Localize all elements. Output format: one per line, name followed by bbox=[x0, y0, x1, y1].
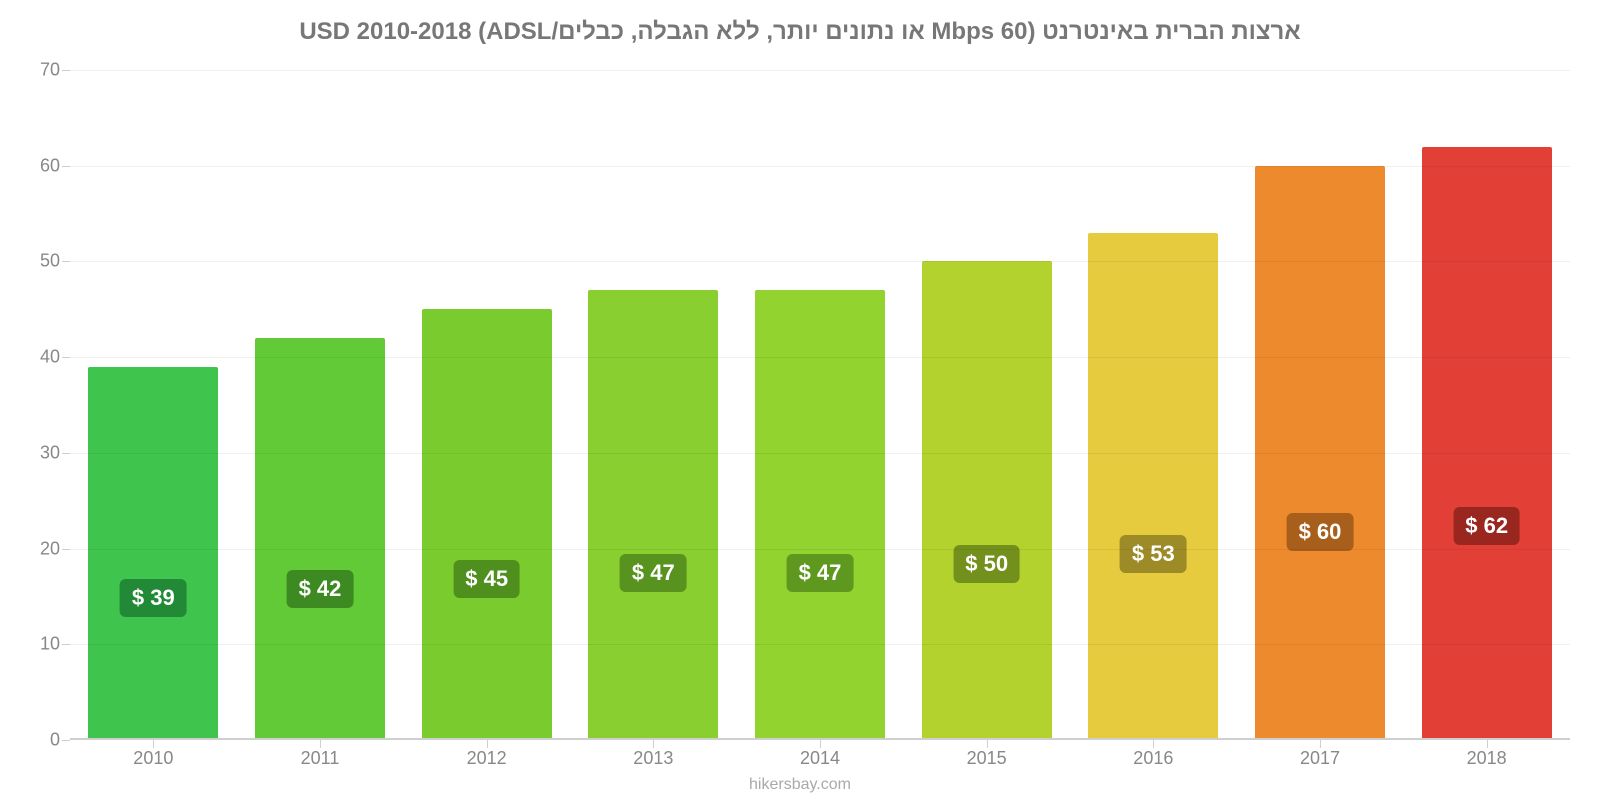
y-axis-label: 0 bbox=[50, 730, 60, 751]
bar-value-badge: $ 47 bbox=[787, 554, 854, 592]
y-tick bbox=[62, 357, 70, 358]
bar: $ 42 bbox=[255, 338, 385, 740]
grid-line bbox=[70, 70, 1570, 71]
bar-value-badge: $ 45 bbox=[453, 560, 520, 598]
bar-value-badge: $ 42 bbox=[287, 570, 354, 608]
grid-line bbox=[70, 261, 1570, 262]
x-tick bbox=[320, 740, 321, 748]
chart-container: ארצות הברית באינטרנט (60 Mbps או נתונים … bbox=[0, 0, 1600, 800]
x-tick bbox=[1153, 740, 1154, 748]
x-tick bbox=[487, 740, 488, 748]
y-tick bbox=[62, 740, 70, 741]
x-axis-label: 2013 bbox=[633, 748, 673, 769]
x-tick bbox=[820, 740, 821, 748]
bar-value-badge: $ 60 bbox=[1287, 513, 1354, 551]
x-axis-label: 2017 bbox=[1300, 748, 1340, 769]
bar: $ 50 bbox=[922, 261, 1052, 740]
y-axis-label: 70 bbox=[40, 60, 60, 81]
x-axis-label: 2010 bbox=[133, 748, 173, 769]
y-tick bbox=[62, 70, 70, 71]
bar-value-badge: $ 39 bbox=[120, 579, 187, 617]
x-axis-label: 2015 bbox=[967, 748, 1007, 769]
y-axis-label: 40 bbox=[40, 347, 60, 368]
grid-line bbox=[70, 549, 1570, 550]
bar-value-badge: $ 53 bbox=[1120, 535, 1187, 573]
x-tick bbox=[153, 740, 154, 748]
y-tick bbox=[62, 166, 70, 167]
y-tick bbox=[62, 453, 70, 454]
x-axis-label: 2011 bbox=[301, 748, 340, 769]
y-axis-label: 60 bbox=[40, 155, 60, 176]
grid-line bbox=[70, 166, 1570, 167]
x-tick bbox=[1487, 740, 1488, 748]
grid-line bbox=[70, 453, 1570, 454]
bar: $ 45 bbox=[422, 309, 552, 740]
bars-group: $ 39 $ 42 $ 45 $ 47 $ 47 $ 50 $ 53 $ 60 $ 62 bbox=[70, 70, 1570, 740]
grid-line bbox=[70, 644, 1570, 645]
plot-area: $ 39$ 42$ 45$ 47$ 47$ 50$ 53$ 60$ 62 010… bbox=[70, 70, 1570, 740]
bar: $ 53 bbox=[1088, 233, 1218, 740]
bar: $ 39 bbox=[88, 367, 218, 740]
y-tick bbox=[62, 644, 70, 645]
credit-label: hikersbay.com bbox=[749, 776, 851, 794]
bar: $ 62 bbox=[1422, 147, 1552, 740]
y-axis-label: 30 bbox=[40, 442, 60, 463]
bar-value-badge: $ 50 bbox=[953, 545, 1020, 583]
y-axis-label: 50 bbox=[40, 251, 60, 272]
x-axis-label: 2018 bbox=[1467, 748, 1507, 769]
y-tick bbox=[62, 261, 70, 262]
y-tick bbox=[62, 549, 70, 550]
bar-value-badge: $ 47 bbox=[620, 554, 687, 592]
chart-title: ארצות הברית באינטרנט (60 Mbps או נתונים … bbox=[0, 0, 1600, 46]
x-tick bbox=[653, 740, 654, 748]
grid-line bbox=[70, 357, 1570, 358]
x-axis-label: 2016 bbox=[1133, 748, 1173, 769]
x-tick bbox=[1320, 740, 1321, 748]
x-axis-label: 2012 bbox=[467, 748, 507, 769]
y-axis-label: 10 bbox=[40, 634, 60, 655]
bar-value-badge: $ 62 bbox=[1453, 507, 1520, 545]
x-axis-label: 2014 bbox=[800, 748, 840, 769]
y-axis-label: 20 bbox=[40, 538, 60, 559]
x-tick bbox=[987, 740, 988, 748]
